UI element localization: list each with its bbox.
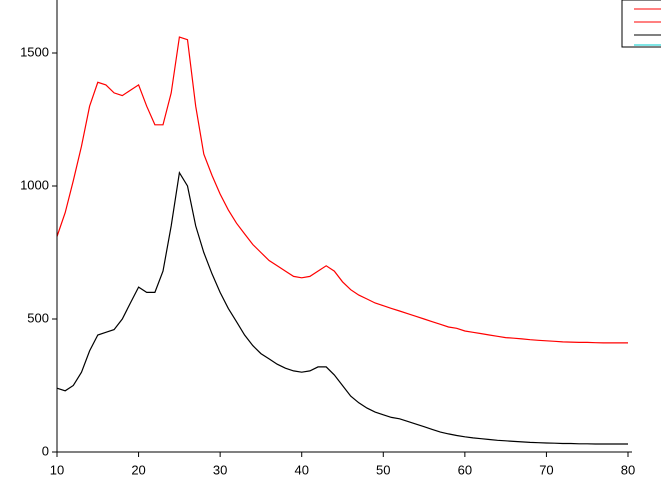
y-tick-label: 500 [27,310,49,325]
legend [621,0,661,48]
x-tick-label: 30 [213,462,227,477]
x-tick-label: 50 [376,462,390,477]
x-tick-label: 40 [294,462,308,477]
x-tick-label: 70 [539,462,553,477]
x-tick-label: 20 [131,462,145,477]
data-line [56,170,628,445]
legend-box [621,0,661,48]
y-tick-label: 1000 [20,177,49,192]
data-line [56,36,628,344]
x-tick-label: 80 [621,462,635,477]
x-tick-label: 10 [50,462,64,477]
y-tick-label: 1500 [20,44,49,59]
y-tick-label: 0 [42,443,49,458]
x-tick-label: 60 [458,462,472,477]
